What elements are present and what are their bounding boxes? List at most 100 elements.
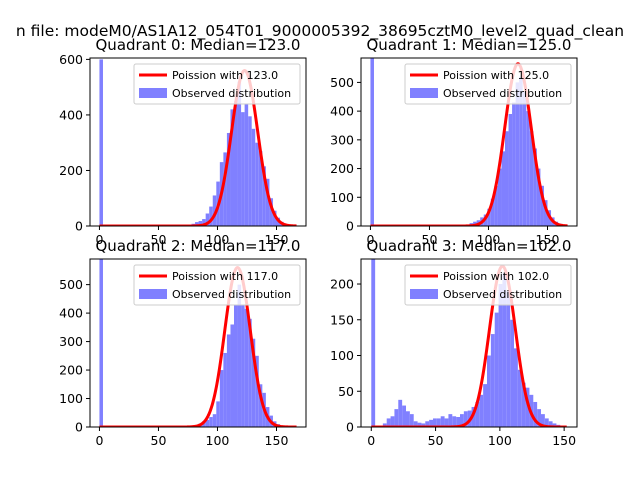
histogram-bar [402, 405, 406, 427]
histogram-bar [425, 421, 430, 427]
legend: Poission with 125.0 Observed distribution [404, 63, 572, 105]
histogram-bar [262, 166, 266, 226]
histogram-bar [223, 152, 227, 226]
histogram-bar [498, 284, 503, 427]
histogram-bar [219, 370, 224, 427]
legend-patch-swatch [139, 88, 167, 98]
legend-box [404, 63, 572, 105]
y-tick-label: 500 [59, 277, 83, 292]
histogram-bar [487, 355, 491, 427]
histogram-bar [487, 208, 491, 226]
histogram-bar [440, 416, 445, 427]
histogram-bar [209, 417, 213, 427]
y-tick-label: 100 [59, 391, 83, 406]
histogram-bar [433, 418, 437, 427]
y-axis: 0 100 200 300 400 500 [59, 277, 90, 435]
y-tick-label: 400 [59, 306, 83, 321]
histogram-bar [370, 58, 374, 226]
x-tick-label: 150 [265, 433, 289, 448]
histogram-bar [237, 81, 242, 226]
histogram-bar [209, 206, 213, 226]
y-tick-label: 300 [59, 334, 83, 349]
histogram-bar [99, 59, 103, 226]
histogram-bar [490, 198, 495, 226]
y-axis: 0 50 100 150 200 [330, 277, 361, 435]
y-tick-label: 400 [59, 107, 83, 122]
x-tick-label: 100 [488, 433, 512, 448]
x-tick-label: 50 [428, 433, 444, 448]
histogram-bar [371, 259, 376, 427]
y-tick-label: 600 [59, 52, 83, 67]
x-tick-label: 0 [366, 232, 374, 247]
legend-label-poisson: Poission with 102.0 [443, 270, 549, 283]
poisson-curve [98, 266, 298, 427]
plot-content [370, 259, 568, 427]
x-tick-label: 50 [151, 232, 167, 247]
histogram-bar [212, 195, 217, 226]
histogram-bar [205, 419, 210, 427]
histogram-bar [483, 384, 487, 427]
histogram-bar [494, 185, 498, 226]
histogram-bar [241, 112, 245, 226]
histogram-bar [536, 168, 541, 226]
histogram-bar [382, 423, 387, 427]
histogram-bar [406, 411, 410, 427]
histogram-bar [390, 416, 395, 427]
legend-label-poisson: Poission with 117.0 [172, 270, 278, 283]
histogram-bar [244, 103, 249, 226]
axes-frame [89, 258, 307, 428]
histogram-bar [452, 416, 457, 427]
y-tick-label: 0 [346, 219, 354, 234]
histogram-bar [230, 109, 234, 226]
plot-content [98, 259, 298, 427]
histogram-bar [258, 384, 263, 427]
histogram-bar [460, 414, 464, 427]
subplot-quadrant-2: 0 50 100 150 0 100 200 300 400 500 Poission with 1… [59, 237, 307, 448]
legend-patch-swatch [410, 289, 438, 299]
subplot-quadrant-1: 0 50 100 150 0 100 200 300 400 500 Poission with 1… [330, 36, 578, 247]
histogram-bar [272, 210, 277, 226]
x-tick-label: 100 [477, 232, 501, 247]
histogram-bar [234, 101, 238, 226]
histogram-bar [216, 401, 220, 427]
histogram-bar [258, 151, 263, 226]
histogram-bar [494, 312, 499, 427]
histogram-bar [512, 102, 516, 226]
histogram-bar [501, 151, 505, 226]
histogram-bar [230, 324, 234, 427]
legend-label-observed: Observed distribution [443, 288, 562, 301]
axes-frame [89, 57, 307, 227]
histogram-bar [386, 418, 391, 427]
histogram-bar [265, 178, 270, 226]
histogram-bar [521, 382, 526, 427]
subplot-title: Quadrant 2: Median=117.0 [96, 237, 301, 255]
histogram-bar [552, 423, 557, 427]
histogram-bar [463, 411, 468, 427]
histogram-bar [244, 308, 249, 427]
histogram-bar [205, 213, 210, 226]
plot-content [98, 59, 298, 226]
histogram-bar [202, 421, 206, 427]
histogram-bar [212, 414, 217, 427]
histogram-bar [510, 319, 514, 427]
y-tick-label: 150 [330, 312, 354, 327]
histogram-bar [533, 401, 538, 427]
y-tick-label: 400 [330, 104, 354, 119]
x-axis: 0 50 100 150 [367, 427, 576, 448]
x-tick-label: 0 [95, 232, 103, 247]
histogram-bar [223, 352, 227, 427]
histogram-bar [517, 369, 522, 427]
histogram-bar [456, 416, 460, 427]
legend-box [404, 264, 572, 306]
x-tick-label: 100 [206, 433, 230, 448]
histogram-bar [479, 394, 484, 427]
histogram-bar [543, 200, 548, 226]
histogram-bar [533, 148, 537, 226]
histogram-bar [515, 82, 520, 226]
y-tick-label: 200 [330, 277, 354, 292]
x-tick-label: 0 [367, 433, 375, 448]
y-tick-label: 200 [59, 363, 83, 378]
histogram-bar [202, 219, 206, 226]
y-axis: 0 200 400 600 [59, 52, 90, 234]
